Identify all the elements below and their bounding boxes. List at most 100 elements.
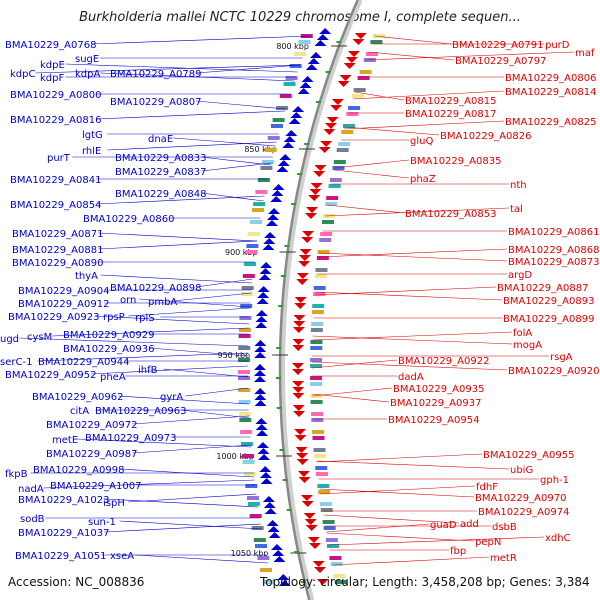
right-gene-arrow: [306, 207, 319, 213]
right-feature-block: [326, 196, 339, 200]
right-gene-arrow: [292, 393, 305, 399]
right-feature-block: [311, 418, 324, 422]
left-gene-arrow: [254, 352, 267, 358]
left-gene-label: kdpA: [75, 69, 100, 80]
left-gene-arrow: [272, 550, 285, 556]
left-gene-arrow: [276, 166, 289, 172]
left-gene-label: kdpE: [40, 60, 65, 71]
right-gene-label: argD: [508, 270, 532, 281]
left-gene-arrow: [264, 508, 277, 514]
left-gene-arrow: [307, 58, 320, 64]
left-feature-block: [272, 118, 285, 122]
left-gene-arrow: [305, 64, 318, 70]
right-gene-arrow: [292, 387, 305, 393]
right-gene-label: tal: [510, 204, 523, 215]
right-feature-block: [311, 310, 324, 314]
right-feature-block: [328, 184, 341, 188]
left-gene-label: purT: [47, 153, 71, 164]
leader-line: [52, 327, 249, 337]
left-feature-block: [238, 370, 251, 374]
left-gene-arrow: [299, 82, 312, 88]
green-marker: [276, 377, 282, 379]
leader-line: [19, 337, 249, 347]
left-gene-label: BMA10229_A0860: [83, 214, 174, 225]
left-gene-label: fkpB: [5, 469, 28, 480]
right-feature-block: [319, 238, 332, 242]
left-gene-arrow: [254, 388, 267, 394]
right-feature-block: [310, 364, 323, 368]
left-gene-arrow: [319, 28, 332, 34]
left-gene-arrow: [292, 106, 305, 112]
left-gene-arrow: [264, 232, 277, 238]
tick-label: 850 kbp: [244, 145, 277, 154]
right-gene-arrow: [300, 495, 313, 501]
left-feature-block: [260, 568, 273, 572]
right-gene-label: dadA: [398, 372, 424, 383]
right-gene-arrow: [292, 345, 305, 351]
left-gene-label: dnaE: [148, 134, 173, 145]
left-gene-arrow: [283, 136, 296, 142]
right-gene-arrow: [294, 429, 307, 435]
left-feature-block: [239, 316, 252, 320]
left-feature-block: [243, 472, 256, 476]
leader-line: [43, 479, 255, 489]
right-feature-block: [359, 70, 372, 74]
backbone-shadow: [280, 0, 363, 600]
right-feature-block: [315, 268, 328, 272]
right-gene-label: xdhC: [545, 533, 571, 544]
right-feature-block: [372, 34, 385, 38]
left-gene-arrow: [268, 208, 281, 214]
right-gene-arrow: [298, 261, 311, 267]
right-gene-arrow: [339, 75, 352, 81]
leader-line: [185, 387, 249, 397]
leader-line: [312, 361, 508, 371]
right-gene-label: BMA10229_A0893: [503, 296, 594, 307]
right-gene-arrow: [347, 51, 360, 57]
left-gene-arrow: [260, 262, 273, 268]
right-gene-arrow: [292, 405, 305, 411]
right-feature-block: [323, 526, 336, 530]
tick-label: 900 kbp: [225, 248, 258, 257]
right-gene-arrow: [293, 411, 306, 417]
right-gene-arrow: [323, 129, 336, 135]
right-feature-block: [334, 580, 347, 584]
green-marker: [284, 245, 290, 247]
left-gene-label: gyrA: [160, 392, 183, 403]
leader-line: [318, 248, 508, 258]
right-gene-label: BMA10229_A0826: [440, 131, 531, 142]
right-gene-arrow: [296, 459, 309, 465]
left-gene-arrow: [271, 190, 284, 196]
left-gene-arrow: [314, 40, 327, 46]
left-feature-block: [241, 286, 254, 290]
left-feature-block: [260, 166, 273, 170]
right-gene-label: gph-1: [540, 475, 569, 486]
left-gene-label: BMA10229_A0963: [95, 406, 186, 417]
right-gene-arrow: [292, 339, 305, 345]
left-feature-block: [257, 556, 270, 560]
green-marker: [300, 581, 306, 583]
leader-line: [132, 444, 252, 454]
right-feature-block: [357, 76, 370, 80]
left-gene-label: rplS: [135, 313, 155, 324]
right-gene-arrow: [293, 315, 306, 321]
leader-line: [328, 536, 545, 546]
right-gene-label: BMA10229_A0955: [483, 450, 574, 461]
right-gene-arrow: [295, 447, 308, 453]
left-gene-label: BMA10229_A0929: [63, 330, 154, 341]
left-feature-block: [238, 400, 251, 404]
right-gene-arrow: [308, 543, 321, 549]
green-marker: [278, 305, 284, 307]
left-gene-label: BMA10229_A0807: [110, 97, 201, 108]
right-gene-arrow: [316, 579, 329, 585]
left-gene-arrow: [257, 448, 270, 454]
right-feature-block: [310, 328, 323, 332]
green-marker: [286, 509, 292, 511]
left-gene-label: BMA10229_A0898: [110, 283, 201, 294]
left-gene-arrow: [255, 310, 268, 316]
right-gene-label: fdhF: [476, 482, 498, 493]
leader-line: [128, 307, 251, 317]
right-feature-block: [315, 472, 328, 476]
left-gene-arrow: [254, 400, 267, 406]
